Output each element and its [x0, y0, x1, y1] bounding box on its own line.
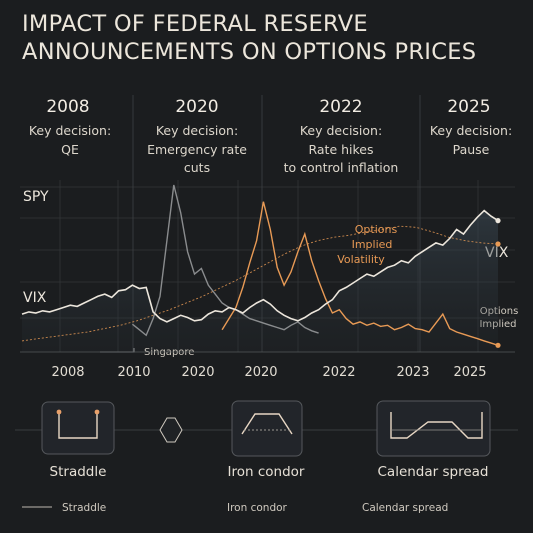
options-iv-label: Options: [355, 223, 398, 236]
event-label: Key decision:: [430, 123, 512, 138]
calendar-spread-payoff-icon: [390, 412, 483, 439]
event-detail: cuts: [184, 160, 210, 175]
event-detail: Pause: [453, 142, 490, 157]
chart-title: IMPACT OF FEDERAL RESERVE ANNOUNCEMENTS …: [22, 10, 522, 66]
straddle-payoff-icon: [58, 412, 98, 439]
event-year: 2025: [447, 97, 490, 117]
annotation-singapore: Singapore: [144, 347, 194, 358]
event-label: Key decision:: [156, 123, 238, 138]
event-year: 2020: [175, 97, 218, 117]
x-tick-label: 2010: [117, 365, 150, 380]
event-header-2020: 2020 Key decision: Emergency rate cuts: [147, 97, 247, 175]
x-tick-label: 2022: [322, 365, 355, 380]
trend-end-dot: [495, 241, 501, 247]
spy-area: [22, 210, 498, 352]
options-iv-label: Volatility: [337, 253, 385, 266]
event-detail: to control inflation: [284, 160, 399, 175]
event-header-2025: 2025 Key decision: Pause: [430, 97, 512, 157]
plot-area: [21, 184, 501, 352]
hexagon-icon: [159, 417, 183, 443]
event-year: 2022: [319, 97, 362, 117]
event-header-2022: 2022 Key decision: Rate hikes to control…: [284, 97, 399, 175]
x-axis-ticks: 2008 2010 2020 2020 2022 2023 2025: [51, 365, 486, 380]
title-line-2: ANNOUNCEMENTS ON OPTIONS PRICES: [22, 39, 477, 65]
legend-item-iron-condor: Iron condor: [227, 502, 288, 514]
series-line-options-iv: [221, 201, 499, 346]
strategy-label-straddle: Straddle: [50, 464, 107, 480]
x-tick-label: 2020: [181, 365, 214, 380]
options-iv-label: Implied: [352, 238, 393, 251]
legend: Straddle Iron condor Calendar spread: [22, 502, 448, 514]
event-label: Key decision:: [29, 123, 111, 138]
x-tick-label: 2023: [396, 365, 429, 380]
calendar-spread-diagram: [376, 400, 491, 457]
spy-label: SPY: [23, 189, 49, 205]
event-header-2008: 2008 Key decision: QE: [29, 97, 111, 157]
series-line-spy: [21, 209, 499, 323]
iron-condor-payoff-icon: [241, 413, 293, 435]
options-iv-end-dot: [495, 342, 501, 348]
event-label: Key decision:: [300, 123, 382, 138]
event-year: 2008: [46, 97, 89, 117]
vix-label: VIX: [23, 290, 47, 306]
title-line-1: IMPACT OF FEDERAL RESERVE: [22, 11, 368, 37]
straddle-diagram: [41, 401, 115, 455]
iron-condor-diagram: [231, 400, 303, 457]
legend-item-calendar-spread: Calendar spread: [362, 502, 448, 514]
trend-dashed-line: [21, 225, 499, 342]
spy-end-dot: [495, 218, 501, 224]
x-tick-label: 2020: [244, 365, 277, 380]
strategy-label-iron-condor: Iron condor: [228, 464, 305, 480]
event-detail: Emergency rate: [147, 142, 247, 157]
x-tick-label: 2025: [453, 365, 486, 380]
x-tick-label: 2008: [51, 365, 84, 380]
options-implied-right-label: Options: [480, 306, 519, 317]
series-line-vix: [131, 184, 319, 337]
event-detail: QE: [61, 142, 79, 157]
event-detail: Rate hikes: [308, 142, 373, 157]
strategy-label-calendar-spread: Calendar spread: [378, 464, 489, 480]
legend-item-straddle: Straddle: [62, 502, 106, 514]
